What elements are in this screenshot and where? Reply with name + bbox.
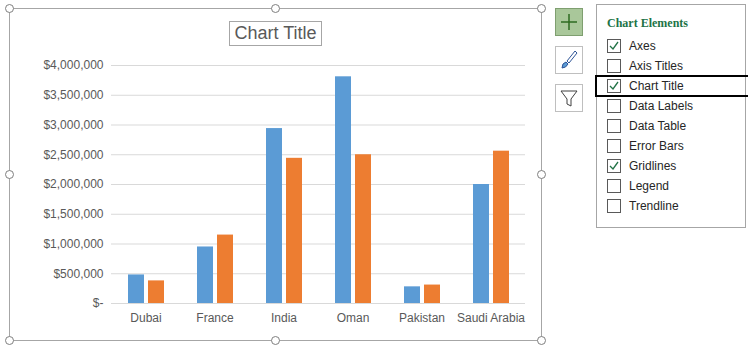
svg-text:$500,000: $500,000 [53, 267, 103, 281]
svg-text:France: France [196, 311, 234, 325]
svg-text:$3,500,000: $3,500,000 [43, 88, 103, 102]
html-text:Chart Title: Chart Title [629, 79, 684, 93]
html-text:Gridlines: Gridlines [629, 159, 677, 173]
html-text:Chart Title: Chart Title [234, 23, 317, 43]
svg-text:$3,000,000: $3,000,000 [43, 118, 103, 132]
svg-text:$1,500,000: $1,500,000 [43, 207, 103, 221]
html-text:Chart Elements: Chart Elements [607, 16, 688, 30]
html-text:Error Bars: Error Bars [629, 139, 684, 153]
html-text:Axis Titles: Axis Titles [629, 59, 683, 73]
svg-text:Pakistan: Pakistan [399, 311, 445, 325]
html-text:Data Labels: Data Labels [629, 99, 693, 113]
svg-text:India: India [271, 311, 297, 325]
html-text:Axes: Axes [629, 39, 656, 53]
svg-text:$1,000,000: $1,000,000 [43, 237, 103, 251]
html-text:Trendline: Trendline [629, 199, 679, 213]
html-text:Data Table: Data Table [629, 119, 687, 133]
svg-text:Dubai: Dubai [130, 311, 161, 325]
svg-text:Saudi Arabia: Saudi Arabia [457, 311, 525, 325]
svg-text:Oman: Oman [337, 311, 370, 325]
svg-text:$-: $- [93, 296, 104, 310]
html-text:Legend: Legend [629, 179, 669, 193]
svg-text:$2,500,000: $2,500,000 [43, 148, 103, 162]
svg-text:$2,000,000: $2,000,000 [43, 177, 103, 191]
svg-text:$4,000,000: $4,000,000 [43, 58, 103, 72]
